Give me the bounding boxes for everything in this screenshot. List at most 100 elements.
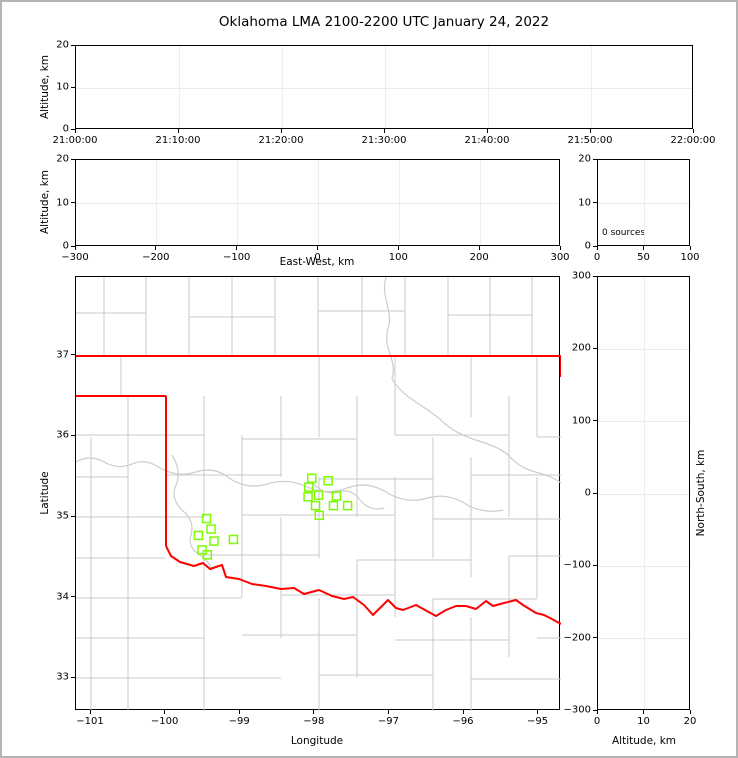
- x-tick-label: −98: [303, 716, 325, 727]
- y-tick-label: 35: [56, 510, 69, 522]
- x-tick-label: 0: [593, 716, 601, 727]
- y-tick-mark: [593, 245, 597, 247]
- x-tick-mark: [596, 710, 598, 714]
- x-tick-label: −95: [527, 716, 549, 727]
- panel-ew-height: [75, 159, 560, 246]
- y-tick-mark: [593, 158, 597, 160]
- x-tick-mark: [177, 129, 179, 133]
- x-tick-label: −200: [142, 252, 170, 263]
- x-tick-mark: [383, 129, 385, 133]
- x-tick-label: 21:20:00: [258, 135, 304, 146]
- y-tick-label: 37: [56, 349, 69, 361]
- y-tick-mark: [71, 434, 75, 436]
- x-tick-mark: [537, 710, 539, 714]
- x-tick-mark: [478, 246, 480, 250]
- x-tick-label: 21:50:00: [567, 135, 613, 146]
- y-tick-label: −300: [563, 704, 591, 716]
- gridline: [281, 46, 283, 128]
- panel-time-height: [75, 45, 693, 129]
- x-tick-mark: [155, 246, 157, 250]
- gridline: [76, 203, 559, 204]
- river-lines: [76, 277, 561, 572]
- lma-station-marker: [209, 536, 219, 546]
- x-tick-mark: [596, 246, 598, 250]
- y-tick-label: 0: [584, 240, 591, 252]
- y-tick-label: 0: [62, 240, 69, 252]
- gridline: [598, 565, 689, 567]
- gridline: [384, 46, 386, 128]
- y-tick-mark: [593, 637, 597, 639]
- x-tick-mark: [589, 129, 591, 133]
- x-tick-mark: [238, 710, 240, 714]
- x-tick-mark: [236, 246, 238, 250]
- x-tick-mark: [397, 246, 399, 250]
- plot-title: Oklahoma LMA 2100-2200 UTC January 24, 2…: [218, 14, 550, 30]
- gridline: [598, 203, 689, 204]
- panel-source-histogram: 0 sources: [597, 159, 690, 246]
- x-tick-label: 100: [680, 252, 700, 263]
- y-tick-mark: [71, 596, 75, 598]
- x-tick-label: 21:00:00: [52, 135, 98, 146]
- x-tick-label: 300: [550, 252, 570, 263]
- gridline: [590, 46, 592, 128]
- x-tick-label: 50: [637, 252, 650, 263]
- x-tick-mark: [317, 246, 318, 250]
- x-tick-label: −101: [76, 716, 104, 727]
- y-tick-mark: [71, 354, 75, 356]
- x-tick-label: −300: [61, 252, 89, 263]
- y-tick-label: 0: [584, 487, 591, 499]
- x-tick-mark: [643, 246, 644, 250]
- ns-height-ylabel: North-South, km: [695, 449, 707, 537]
- lma-station-marker: [310, 500, 321, 511]
- y-tick-mark: [593, 275, 597, 277]
- x-tick-label: −96: [452, 716, 474, 727]
- lma-station-marker: [342, 500, 353, 511]
- map-canvas: [76, 277, 561, 711]
- y-tick-label: 10: [578, 197, 591, 208]
- y-tick-label: −200: [563, 632, 591, 644]
- x-tick-mark: [692, 129, 694, 133]
- x-tick-mark: [486, 129, 488, 133]
- x-tick-label: 0: [314, 252, 321, 263]
- y-tick-mark: [593, 564, 597, 566]
- gridline: [318, 160, 319, 245]
- y-tick-label: 10: [56, 81, 69, 93]
- map-xlabel: Longitude: [290, 735, 344, 747]
- y-tick-label: 20: [56, 153, 69, 165]
- x-tick-mark: [89, 710, 91, 714]
- lma-station-marker: [331, 491, 342, 501]
- lma-station-marker: [313, 490, 324, 500]
- y-tick-label: 34: [56, 591, 69, 603]
- x-tick-label: 0: [593, 252, 601, 263]
- lma-station-marker: [328, 500, 339, 511]
- x-tick-label: −100: [222, 252, 251, 263]
- gridline: [178, 46, 180, 128]
- x-tick-label: −100: [150, 716, 179, 727]
- y-tick-mark: [71, 128, 75, 130]
- x-tick-label: −97: [377, 716, 399, 727]
- x-tick-mark: [280, 129, 282, 133]
- lma-station-marker: [314, 510, 324, 521]
- y-tick-mark: [71, 202, 75, 203]
- lma-station-marker: [201, 513, 212, 524]
- state-border-oklahoma: [76, 355, 561, 625]
- lma-station-marker: [303, 492, 313, 502]
- lma-station-marker: [228, 534, 239, 545]
- gridline: [644, 160, 645, 245]
- ew-height-xlabel: East-West, km: [279, 256, 355, 268]
- panel-ns-height: [597, 276, 690, 710]
- panel-map: [75, 276, 561, 711]
- y-tick-label: 200: [571, 342, 591, 354]
- gridline: [156, 160, 158, 245]
- county-boundaries: [76, 277, 561, 711]
- y-tick-mark: [71, 676, 75, 678]
- x-tick-mark: [313, 710, 315, 714]
- x-tick-label: 10: [637, 716, 650, 727]
- x-tick-mark: [689, 710, 691, 714]
- gridline: [398, 160, 400, 245]
- lma-station-markers: [193, 473, 353, 560]
- x-tick-mark: [74, 246, 76, 250]
- gridline: [598, 348, 689, 350]
- gridline: [237, 160, 239, 245]
- y-tick-label: 0: [62, 123, 69, 135]
